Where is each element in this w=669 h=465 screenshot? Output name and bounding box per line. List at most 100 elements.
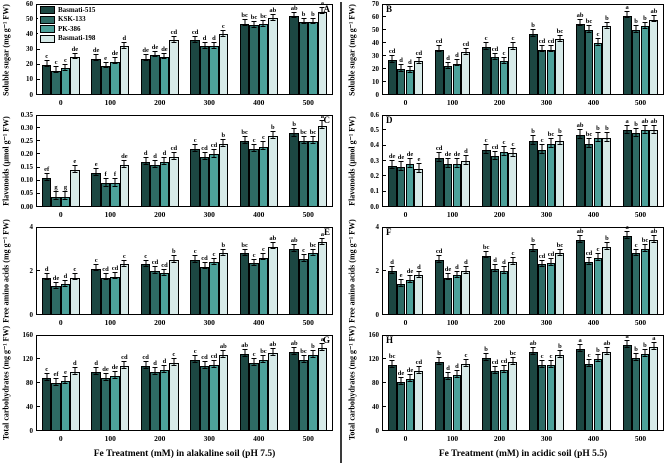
significance-letter: ef <box>44 165 50 173</box>
bar-Basmati-515-500 <box>289 16 299 95</box>
significance-letter: c <box>54 59 58 67</box>
y-tick-mark <box>36 33 40 35</box>
error-bar <box>44 372 50 381</box>
plot-box <box>36 4 333 95</box>
bar-Basmati-515-200 <box>140 264 151 315</box>
error-bar-line <box>485 145 487 154</box>
error-bar-line <box>456 370 458 377</box>
significance-letter: b <box>634 18 638 26</box>
error-bar <box>492 150 498 161</box>
error-bar <box>202 261 208 270</box>
significance-letter: cd <box>585 250 593 258</box>
error-bar-line <box>244 137 246 144</box>
error-bar-line <box>579 236 581 243</box>
error-bar-line <box>447 62 449 68</box>
error-bar-line <box>635 128 637 137</box>
error-bar <box>539 360 545 368</box>
significance-letter: a <box>625 117 629 125</box>
error-bar-line <box>532 245 534 251</box>
error-bar-line <box>644 245 646 251</box>
significance-letter: b <box>596 125 600 133</box>
significance-letter: cd <box>538 252 546 260</box>
significance-letter: ab <box>641 117 649 125</box>
error-bar <box>72 165 78 174</box>
bar-KSK-133-500 <box>298 22 309 95</box>
y-tick-label: 0.25 <box>20 136 33 145</box>
error-bar-line <box>222 139 224 147</box>
error-bar-line <box>626 341 628 348</box>
bar-Basmati-515-100 <box>91 58 101 95</box>
error-bar <box>416 56 422 64</box>
bar-PK-386-500 <box>640 249 650 315</box>
y-tick-mark <box>382 406 386 407</box>
significance-letter: de <box>161 45 168 53</box>
error-bar <box>398 376 404 385</box>
significance-letter: cd <box>170 29 178 37</box>
error-bar <box>93 167 99 176</box>
significance-letter: d <box>446 54 450 62</box>
significance-letter: cd <box>142 354 149 362</box>
error-bar-line <box>400 377 402 384</box>
error-bar <box>72 52 78 60</box>
significance-letter: de <box>102 366 109 374</box>
error-bar-line <box>512 148 514 157</box>
bar-KSK-133-400 <box>584 262 594 315</box>
bar-PK-386-100 <box>452 275 462 315</box>
legend-item: KSK-133 <box>40 15 95 24</box>
significance-letter: c <box>261 246 265 254</box>
panel-f-free-amino-acids-acidic: Free amino acids (mg g⁻¹ FW) 0 2 4 d e de d 0 cd d… <box>346 219 669 330</box>
significance-letter: a <box>320 336 324 344</box>
bar-Basmati-515-200 <box>140 162 151 207</box>
error-bar-line <box>409 275 411 282</box>
error-bar-line <box>512 43 514 49</box>
error-bar-line <box>74 53 76 59</box>
significance-letter: b <box>634 120 638 128</box>
significance-letter: bc <box>309 241 317 249</box>
error-bar <box>642 349 648 358</box>
error-bar-line <box>550 45 552 52</box>
y-tick-label: 0.20 <box>20 149 33 158</box>
y-tick-label: 30 <box>26 45 33 53</box>
significance-letter: bc <box>547 131 555 139</box>
significance-letter: b <box>221 131 226 139</box>
error-bar <box>501 364 507 373</box>
x-tick-label: 500 <box>302 433 314 443</box>
y-tick-label: 20 <box>26 60 33 69</box>
bar-Basmati-198-0 <box>414 371 424 431</box>
error-bar-line <box>272 131 274 139</box>
x-axis-title-alkaline: Fe Treatment (mM) in alakaline soil (pH … <box>93 449 276 459</box>
significance-letter: b <box>643 342 647 350</box>
significance-letter: c <box>63 57 67 65</box>
error-bar-line <box>559 351 561 358</box>
y-tick-mark <box>36 179 40 181</box>
y-tick-label: 0 <box>375 310 380 319</box>
bar-PK-386-100 <box>452 63 462 95</box>
bar-Basmati-515-100 <box>434 362 444 431</box>
error-bar-line <box>222 249 224 256</box>
error-bar <box>121 360 127 369</box>
error-bar <box>242 136 248 145</box>
significance-letter: ab <box>290 237 298 245</box>
error-bar <box>454 59 460 67</box>
error-bar <box>301 17 307 25</box>
error-bar-line <box>391 361 393 367</box>
significance-letter: bc <box>260 13 267 21</box>
bar-KSK-133-100 <box>443 377 453 431</box>
bar-Basmati-515-500 <box>289 351 299 431</box>
bar-PK-386-0 <box>60 68 71 95</box>
significance-letter: d <box>44 265 49 273</box>
plot-layer: 0.0 0.1 0.2 0.3 0.4 0.5 0.6 de de de e 0 cd de de d 100 c… <box>370 111 664 218</box>
error-bar-line <box>293 12 295 18</box>
y-tick-mark <box>36 127 40 129</box>
bar-Basmati-515-300 <box>528 141 538 207</box>
error-bar <box>260 253 266 261</box>
error-bar <box>510 357 516 365</box>
error-bar <box>407 158 413 168</box>
error-bar-line <box>46 273 48 280</box>
bar-KSK-133-200 <box>490 268 500 315</box>
bar-PK-386-0 <box>60 380 71 431</box>
error-bar <box>548 138 554 148</box>
error-bar <box>202 151 208 161</box>
significance-letter: cd <box>435 248 443 256</box>
error-bar <box>62 64 68 71</box>
